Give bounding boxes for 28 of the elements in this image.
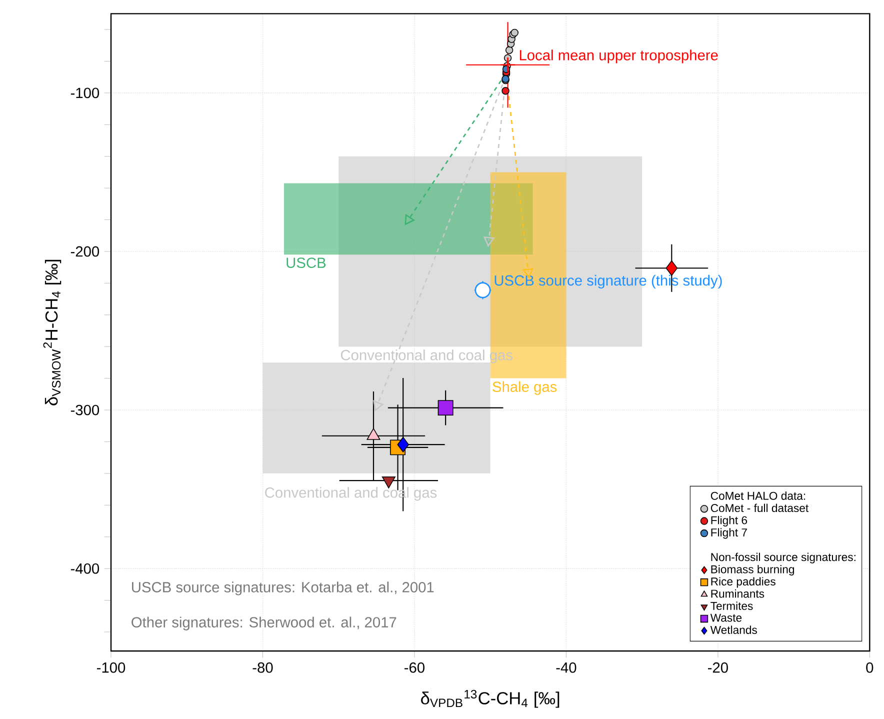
y-axis-title: δ$_{VSMOW}$$^{2}$H-CH$_{4}$ [‰]	[43, 260, 62, 406]
legend-title: CoMet HALO data:	[710, 492, 806, 500]
y-tick-label: -400	[70, 563, 100, 574]
x-tick-label: -80	[252, 662, 273, 673]
legend-label: Rice paddies	[711, 577, 776, 588]
annotation: USCB source signatures: Kotarba et. al., 2001	[132, 582, 434, 596]
legend-label: Termites	[710, 602, 753, 610]
legend-label: Flight 6	[711, 516, 748, 526]
y-tick-label: -300	[70, 404, 100, 416]
y-tick-label: -100	[70, 88, 100, 98]
legend-label: Flight 7	[711, 528, 747, 539]
legend-label: Biomass burning	[711, 564, 794, 576]
legend-label: USCB	[286, 258, 326, 268]
annotation: Non-fossil source signatures:	[711, 552, 856, 564]
x-axis-title: δ$_{VPDB}$$^{13}$C-CH$_{4}$ [‰]	[421, 690, 560, 708]
legend-label: Wetlands	[710, 626, 757, 634]
x-tick-label: -40	[556, 662, 576, 673]
x-tick-label: -100	[96, 662, 126, 673]
x-tick-label: -20	[708, 662, 728, 673]
legend-label: CoMet - full dataset	[710, 504, 809, 512]
annotation: Local mean upper troposphere	[520, 50, 718, 64]
x-tick-label: 0	[866, 662, 874, 673]
legend-label: Ruminants	[711, 589, 764, 598]
y-tick-label: -200	[70, 246, 100, 257]
legend-label: Waste	[710, 614, 742, 622]
x-tick-label: -60	[404, 662, 424, 673]
annotation: Other signatures: Sherwood et. al., 2017	[132, 616, 396, 630]
legend-label: Shale gas	[492, 381, 557, 395]
